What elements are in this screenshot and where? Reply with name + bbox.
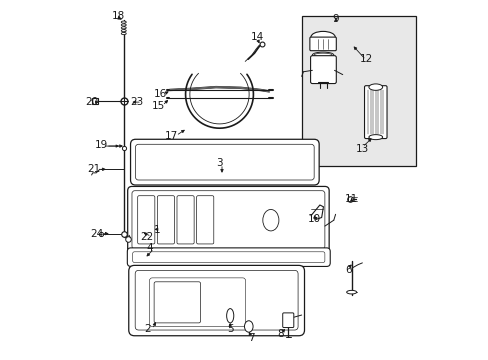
- FancyBboxPatch shape: [154, 282, 200, 323]
- Text: 5: 5: [226, 324, 233, 334]
- Ellipse shape: [121, 32, 126, 35]
- Ellipse shape: [121, 21, 126, 23]
- Text: 8: 8: [276, 329, 283, 339]
- FancyBboxPatch shape: [149, 278, 245, 327]
- Text: 6: 6: [344, 265, 351, 275]
- Text: 3: 3: [216, 158, 223, 168]
- Text: 16: 16: [154, 89, 167, 99]
- Ellipse shape: [262, 210, 278, 231]
- Text: 21: 21: [87, 163, 100, 174]
- FancyBboxPatch shape: [310, 56, 336, 84]
- Bar: [301, 16, 415, 166]
- Text: 19: 19: [95, 140, 108, 150]
- Text: 7: 7: [247, 333, 254, 343]
- Text: 11: 11: [345, 194, 358, 203]
- FancyBboxPatch shape: [128, 265, 304, 336]
- Text: 12: 12: [359, 54, 372, 64]
- Text: 17: 17: [164, 131, 178, 141]
- FancyBboxPatch shape: [127, 186, 328, 254]
- Ellipse shape: [121, 24, 126, 26]
- FancyBboxPatch shape: [157, 196, 174, 244]
- Ellipse shape: [368, 135, 382, 140]
- Text: 1: 1: [153, 225, 160, 235]
- FancyBboxPatch shape: [132, 252, 324, 262]
- Text: 23: 23: [130, 97, 143, 107]
- Ellipse shape: [310, 31, 335, 43]
- FancyBboxPatch shape: [282, 313, 293, 328]
- Ellipse shape: [313, 53, 331, 57]
- Ellipse shape: [312, 52, 333, 58]
- FancyBboxPatch shape: [132, 191, 324, 249]
- Ellipse shape: [244, 321, 253, 332]
- Text: 24: 24: [90, 229, 104, 239]
- FancyBboxPatch shape: [127, 248, 329, 266]
- Text: 4: 4: [146, 243, 153, 253]
- Text: 14: 14: [250, 32, 264, 42]
- Text: 2: 2: [144, 324, 151, 334]
- FancyBboxPatch shape: [135, 270, 298, 330]
- Ellipse shape: [346, 291, 356, 294]
- Text: 9: 9: [332, 14, 339, 24]
- Ellipse shape: [368, 84, 382, 90]
- Text: 13: 13: [355, 144, 368, 154]
- FancyBboxPatch shape: [135, 144, 313, 180]
- FancyBboxPatch shape: [177, 196, 194, 244]
- FancyBboxPatch shape: [364, 86, 386, 139]
- FancyBboxPatch shape: [130, 139, 319, 185]
- Text: 20: 20: [85, 97, 98, 107]
- Text: 18: 18: [112, 11, 125, 21]
- FancyBboxPatch shape: [309, 37, 336, 51]
- FancyBboxPatch shape: [138, 196, 155, 244]
- Text: 15: 15: [151, 101, 164, 111]
- FancyBboxPatch shape: [196, 196, 213, 244]
- Text: 10: 10: [307, 214, 320, 224]
- Ellipse shape: [226, 309, 233, 323]
- Ellipse shape: [121, 30, 126, 32]
- Text: 22: 22: [141, 232, 154, 242]
- Ellipse shape: [121, 27, 126, 29]
